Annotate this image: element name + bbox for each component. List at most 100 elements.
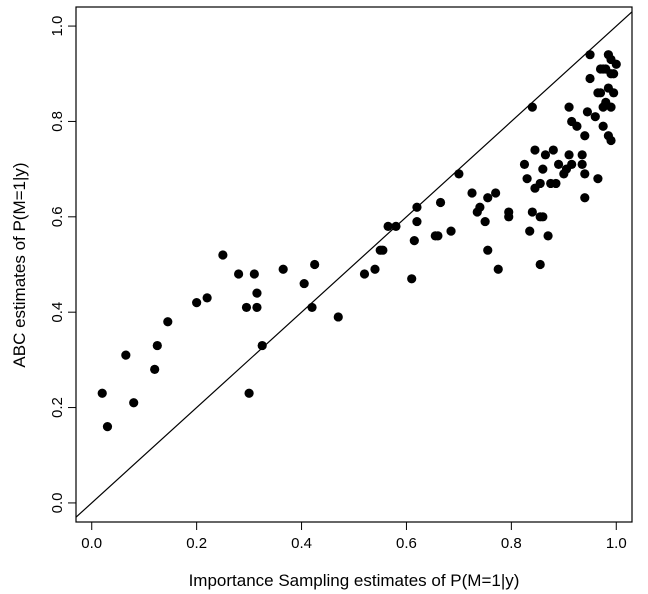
data-point [543, 231, 553, 241]
data-point [454, 169, 464, 179]
data-point [467, 188, 477, 198]
data-point [491, 188, 501, 198]
data-point [572, 121, 582, 131]
y-axis: 0.0 0.2 0.4 0.6 0.8 1.0 [49, 16, 77, 513]
data-point [480, 216, 490, 227]
data-point [504, 207, 514, 217]
data-point [370, 264, 380, 274]
data-point [567, 159, 577, 169]
data-point [493, 264, 503, 274]
data-point [527, 207, 537, 217]
data-point [152, 340, 162, 351]
data-point [252, 302, 262, 313]
reference-line-y-equals-x [76, 11, 632, 518]
data-point [483, 245, 493, 255]
y-tick-label: 0.6 [49, 206, 66, 227]
data-point [540, 150, 551, 160]
data-point [553, 159, 564, 169]
data-point [409, 236, 419, 246]
x-tick-label: 0.2 [186, 535, 207, 552]
x-axis-label: Importance Sampling estimates of P(M=1|y… [189, 571, 520, 590]
data-point [580, 193, 590, 203]
data-point [278, 264, 288, 274]
data-point [530, 145, 540, 155]
data-point [609, 88, 619, 98]
data-point [234, 269, 244, 279]
data-point [595, 88, 606, 98]
data-point [257, 340, 267, 351]
data-point [378, 245, 388, 255]
x-tick-label: 0.0 [81, 535, 102, 552]
data-point [307, 302, 317, 313]
data-point [585, 50, 595, 60]
data-point [590, 112, 600, 122]
x-tick-label: 0.8 [501, 535, 522, 552]
data-point [244, 388, 254, 398]
data-point [129, 398, 139, 408]
data-point [548, 145, 558, 155]
data-point [252, 288, 262, 298]
data-point [383, 221, 393, 231]
data-point [577, 159, 587, 169]
data-point [538, 212, 548, 222]
data-point [577, 150, 587, 160]
data-point [519, 159, 530, 169]
data-point [446, 226, 456, 236]
data-point [582, 107, 593, 117]
data-point [538, 164, 548, 174]
data-point [407, 274, 417, 284]
data-point [412, 202, 422, 212]
data-point [606, 135, 616, 146]
data-point [564, 102, 574, 112]
points-group [97, 50, 621, 432]
y-tick-label: 0.8 [49, 111, 66, 132]
x-axis: 0.0 0.2 0.4 0.6 0.8 1.0 [81, 521, 627, 552]
data-point [580, 131, 590, 141]
data-point [609, 69, 619, 79]
data-point [475, 202, 485, 212]
x-tick-label: 0.4 [291, 535, 312, 552]
data-point [359, 269, 370, 279]
data-point [598, 121, 608, 131]
data-point [580, 169, 590, 179]
y-tick-label: 0.4 [49, 302, 66, 323]
data-point [433, 231, 443, 241]
y-tick-label: 1.0 [49, 16, 66, 37]
data-point [391, 221, 401, 231]
data-point [551, 178, 561, 189]
data-point [611, 59, 621, 69]
x-tick-label: 1.0 [606, 535, 627, 552]
data-point [97, 388, 107, 398]
data-point [525, 226, 535, 236]
data-point [522, 174, 532, 184]
data-point [435, 197, 446, 208]
data-point [241, 302, 252, 313]
data-point [102, 422, 113, 432]
data-point [483, 193, 493, 203]
data-point [333, 312, 343, 322]
data-point [606, 102, 616, 112]
data-point [299, 278, 309, 289]
data-point [202, 293, 212, 303]
data-point [150, 364, 160, 375]
data-point [598, 64, 608, 74]
data-point [564, 150, 574, 160]
data-point [593, 174, 603, 184]
data-point [535, 259, 545, 270]
x-tick-label: 0.6 [396, 535, 417, 552]
data-point [412, 216, 422, 227]
data-point [535, 178, 545, 189]
data-point [585, 73, 595, 84]
data-point [121, 350, 131, 360]
reference-line-group [76, 11, 632, 518]
data-point [249, 269, 259, 279]
data-point [218, 250, 228, 260]
y-axis-label: ABC estimates of P(M=1|y) [10, 162, 29, 367]
data-point [310, 259, 320, 270]
y-tick-label: 0.0 [49, 492, 66, 513]
data-point [163, 317, 173, 327]
y-tick-label: 0.2 [49, 397, 66, 418]
data-point [192, 298, 202, 308]
data-point [527, 102, 537, 112]
